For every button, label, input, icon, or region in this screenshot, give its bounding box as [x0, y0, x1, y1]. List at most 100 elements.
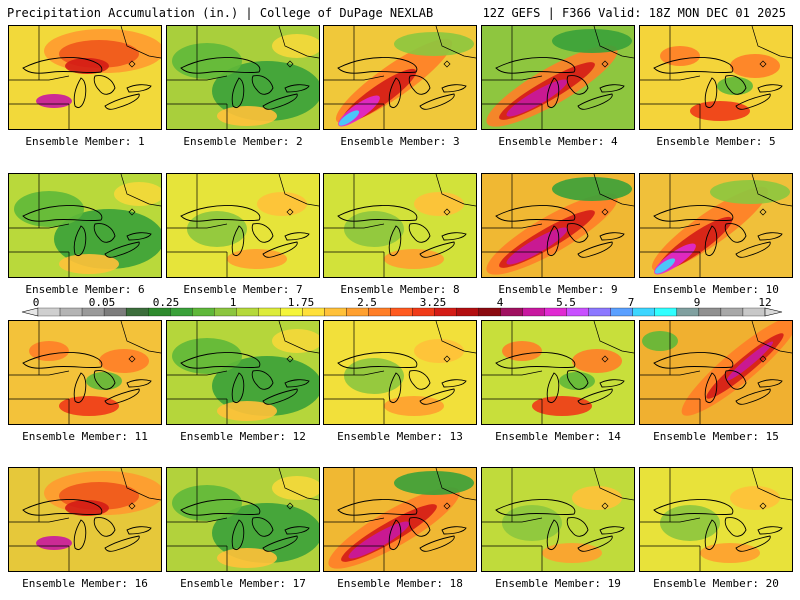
precip-map — [167, 26, 319, 129]
colorbar-swatch — [698, 307, 722, 317]
map-title: Precipitation Accumulation (in.) | Colle… — [7, 6, 434, 20]
precip-map — [640, 174, 792, 277]
colorbar-tick-label: 3.25 — [420, 298, 447, 309]
member-label: Ensemble Member: 20 — [653, 577, 779, 590]
precip-map — [482, 321, 634, 424]
member-label: Ensemble Member: 8 — [340, 283, 460, 296]
member-panel — [639, 467, 793, 572]
colorbar-tick-label: 2.5 — [357, 298, 377, 309]
member-label: Ensemble Member: 14 — [495, 430, 621, 443]
precip-map — [324, 468, 476, 571]
colorbar-swatch — [566, 307, 589, 317]
colorbar-swatch — [676, 307, 700, 317]
colorbar-swatch — [192, 307, 215, 317]
member-panel — [8, 173, 162, 278]
colorbar-tick-label: 7 — [628, 298, 635, 309]
member-label: Ensemble Member: 15 — [653, 430, 779, 443]
precip-map — [324, 174, 476, 277]
colorbar-swatch — [59, 307, 83, 317]
member-panel — [8, 320, 162, 425]
member-panel — [8, 467, 162, 572]
member-label: Ensemble Member: 13 — [337, 430, 463, 443]
member-panel — [481, 467, 635, 572]
colorbar-swatch — [280, 307, 303, 317]
colorbar-swatch — [148, 307, 171, 317]
precip-map — [9, 468, 161, 571]
colorbar-swatch — [368, 307, 391, 317]
member-label: Ensemble Member: 9 — [498, 283, 618, 296]
precip-map — [324, 26, 476, 129]
member-panel — [481, 25, 635, 130]
colorbar-tick-label: 1.75 — [288, 298, 315, 309]
precip-map — [640, 26, 792, 129]
member-panel — [166, 320, 320, 425]
colorbar-tick-label: 12 — [758, 298, 771, 309]
colorbar-swatch — [544, 307, 567, 317]
colorbar-swatch — [500, 307, 523, 317]
colorbar-tick-label: 4 — [497, 298, 504, 309]
precip-colorbar: 0 0.05 0.25 1 1.75 2.5 3.25 4 5.5 7 9 12 — [21, 298, 783, 317]
colorbar-tick-label: 0.25 — [153, 298, 180, 309]
member-label: Ensemble Member: 1 — [25, 135, 145, 148]
colorbar-swatch — [103, 307, 127, 317]
precip-map — [482, 26, 634, 129]
member-panel — [166, 467, 320, 572]
colorbar-swatch — [632, 307, 655, 317]
member-label: Ensemble Member: 2 — [183, 135, 303, 148]
colorbar-tick-label: 9 — [694, 298, 701, 309]
member-label: Ensemble Member: 5 — [656, 135, 776, 148]
colorbar-swatch — [346, 307, 369, 317]
colorbar-tick-label: 0 — [33, 298, 40, 309]
member-panel — [323, 320, 477, 425]
precip-map — [9, 174, 161, 277]
colorbar-swatch — [456, 307, 479, 317]
member-panel — [323, 173, 477, 278]
member-panel — [639, 173, 793, 278]
precip-map — [640, 468, 792, 571]
member-label: Ensemble Member: 19 — [495, 577, 621, 590]
precip-map — [9, 321, 161, 424]
colorbar-swatch — [478, 307, 501, 317]
member-panel — [639, 25, 793, 130]
member-panel — [8, 25, 162, 130]
member-label: Ensemble Member: 6 — [25, 283, 145, 296]
precip-map — [167, 174, 319, 277]
colorbar-swatch — [258, 307, 281, 317]
member-panel — [323, 467, 477, 572]
colorbar-tick-label: 5.5 — [556, 298, 576, 309]
precip-map — [167, 468, 319, 571]
colorbar-tick-label: 0.05 — [89, 298, 116, 309]
precip-map — [640, 321, 792, 424]
member-label: Ensemble Member: 3 — [340, 135, 460, 148]
colorbar-low-arrow — [21, 307, 39, 317]
colorbar-high-arrow — [764, 307, 783, 317]
precip-map — [324, 321, 476, 424]
model-valid-time: 12Z GEFS | F366 Valid: 18Z MON DEC 01 20… — [482, 6, 786, 20]
colorbar-swatch — [125, 307, 149, 317]
colorbar-swatch — [610, 307, 633, 317]
colorbar-swatch — [654, 307, 678, 317]
colorbar-swatch — [302, 307, 325, 317]
colorbar-swatch — [434, 307, 457, 317]
colorbar-swatch — [81, 307, 105, 317]
colorbar-swatch — [390, 307, 413, 317]
colorbar-swatch — [742, 307, 766, 317]
member-label: Ensemble Member: 10 — [653, 283, 779, 296]
member-label: Ensemble Member: 17 — [180, 577, 306, 590]
member-panel — [639, 320, 793, 425]
colorbar-swatch — [214, 307, 237, 317]
member-panel — [166, 25, 320, 130]
member-label: Ensemble Member: 16 — [22, 577, 148, 590]
colorbar-swatch — [236, 307, 259, 317]
colorbar-tick-label: 1 — [230, 298, 237, 309]
member-label: Ensemble Member: 4 — [498, 135, 618, 148]
precip-map — [167, 321, 319, 424]
precip-map — [9, 26, 161, 129]
colorbar-swatch — [412, 307, 435, 317]
colorbar-swatch — [588, 307, 611, 317]
member-label: Ensemble Member: 7 — [183, 283, 303, 296]
member-label: Ensemble Member: 18 — [337, 577, 463, 590]
colorbar-swatch — [720, 307, 744, 317]
precip-map — [482, 468, 634, 571]
colorbar-swatch — [522, 307, 545, 317]
